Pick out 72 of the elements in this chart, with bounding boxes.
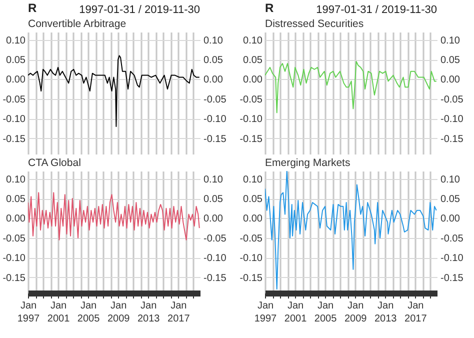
y-tick-label: -0.10 bbox=[240, 114, 263, 126]
y-tick-label: 0.10 bbox=[6, 174, 26, 186]
x-tick-label: Jan 2013 bbox=[374, 300, 398, 324]
y2-tick-label: -0.15 bbox=[204, 272, 227, 284]
y2-tick-label: -0.10 bbox=[204, 114, 227, 126]
y-tick-label: -0.15 bbox=[240, 272, 263, 284]
x-tick-label: Jan 2013 bbox=[137, 300, 160, 324]
x-tick-label: Jan 2001 bbox=[47, 300, 70, 324]
y-tick-label: 0.10 bbox=[243, 174, 263, 186]
line-series bbox=[28, 192, 200, 240]
x-tick-label: Jan 1997 bbox=[17, 300, 40, 324]
y2-tick-label: -0.10 bbox=[440, 114, 464, 126]
y2-tick-label: 0.05 bbox=[204, 55, 224, 66]
x-tick-label: Jan 2017 bbox=[168, 300, 190, 324]
y2-tick-label: 0.10 bbox=[204, 174, 224, 186]
line-series bbox=[28, 55, 200, 127]
y-tick-label: -0.05 bbox=[240, 94, 263, 106]
y2-tick-label: 0.00 bbox=[204, 214, 224, 225]
y2-tick-label: -0.15 bbox=[440, 134, 464, 145]
y2-tick-label: 0.05 bbox=[440, 55, 460, 66]
chart-title: CTA Global bbox=[28, 157, 81, 169]
y2-tick-label: -0.10 bbox=[440, 253, 464, 264]
y-tick-label: -0.15 bbox=[240, 134, 263, 145]
y-tick-label: 0.00 bbox=[6, 214, 26, 225]
y2-tick-label: -0.05 bbox=[204, 233, 227, 244]
y-tick-label: 0.05 bbox=[243, 194, 263, 206]
y2-tick-label: 0.10 bbox=[440, 174, 460, 186]
x-tick-label: Jan 2009 bbox=[107, 300, 130, 324]
y2-tick-label: 0.00 bbox=[204, 74, 224, 86]
y-tick-label: 0.00 bbox=[243, 214, 263, 225]
x-tick-label: Jan 2005 bbox=[314, 300, 338, 324]
y-tick-label: 0.00 bbox=[6, 74, 26, 86]
text: R bbox=[265, 1, 274, 15]
y-tick-label: 0.05 bbox=[6, 55, 26, 66]
y-tick-label: 0.05 bbox=[243, 55, 263, 66]
y-tick-label: -0.05 bbox=[2, 94, 26, 106]
y-tick-label: -0.15 bbox=[2, 272, 26, 284]
x-tick-label: Jan 2017 bbox=[404, 300, 428, 324]
line-series bbox=[265, 61, 437, 114]
y-tick-label: -0.15 bbox=[2, 134, 26, 145]
x-tick-label: Jan 2001 bbox=[284, 300, 308, 324]
text: 1997-01-31 / 2019-11-30 bbox=[316, 4, 437, 16]
y2-tick-label: 0.10 bbox=[204, 35, 224, 46]
y-tick-label: -0.05 bbox=[240, 233, 263, 244]
y-tick-label: 0.00 bbox=[243, 74, 263, 86]
text: 1997-01-31 / 2019-11-30 bbox=[79, 4, 200, 16]
chart-title: Emerging Markets bbox=[265, 157, 350, 169]
chart-title: Convertible Arbitrage bbox=[28, 18, 126, 30]
y-tick-label: 0.10 bbox=[243, 35, 263, 46]
x-tick-label: Jan 1997 bbox=[254, 300, 278, 324]
y2-tick-label: -0.10 bbox=[204, 253, 227, 264]
text: R bbox=[28, 1, 37, 15]
x-tick-label: Jan 2005 bbox=[77, 300, 100, 324]
y-tick-label: -0.05 bbox=[2, 233, 26, 244]
y2-tick-label: -0.05 bbox=[204, 94, 227, 106]
y-tick-label: 0.05 bbox=[6, 194, 26, 206]
y2-tick-label: 0.05 bbox=[440, 194, 460, 206]
y-tick-label: -0.10 bbox=[240, 253, 263, 264]
y2-tick-label: -0.15 bbox=[204, 134, 227, 145]
line-series bbox=[265, 171, 437, 290]
y2-tick-label: 0.10 bbox=[440, 35, 460, 46]
y2-tick-label: 0.00 bbox=[440, 214, 460, 225]
x-tick-label: Jan 2009 bbox=[344, 300, 368, 324]
y2-tick-label: -0.05 bbox=[440, 233, 464, 244]
chart-title: Distressed Securities bbox=[265, 18, 364, 30]
y2-tick-label: -0.15 bbox=[440, 272, 464, 284]
y2-tick-label: 0.05 bbox=[204, 194, 224, 206]
y2-tick-label: 0.00 bbox=[440, 74, 460, 86]
y-tick-label: 0.10 bbox=[6, 35, 26, 46]
y-tick-label: -0.10 bbox=[2, 114, 26, 126]
y-tick-label: -0.10 bbox=[2, 253, 26, 264]
y2-tick-label: -0.05 bbox=[440, 94, 464, 106]
